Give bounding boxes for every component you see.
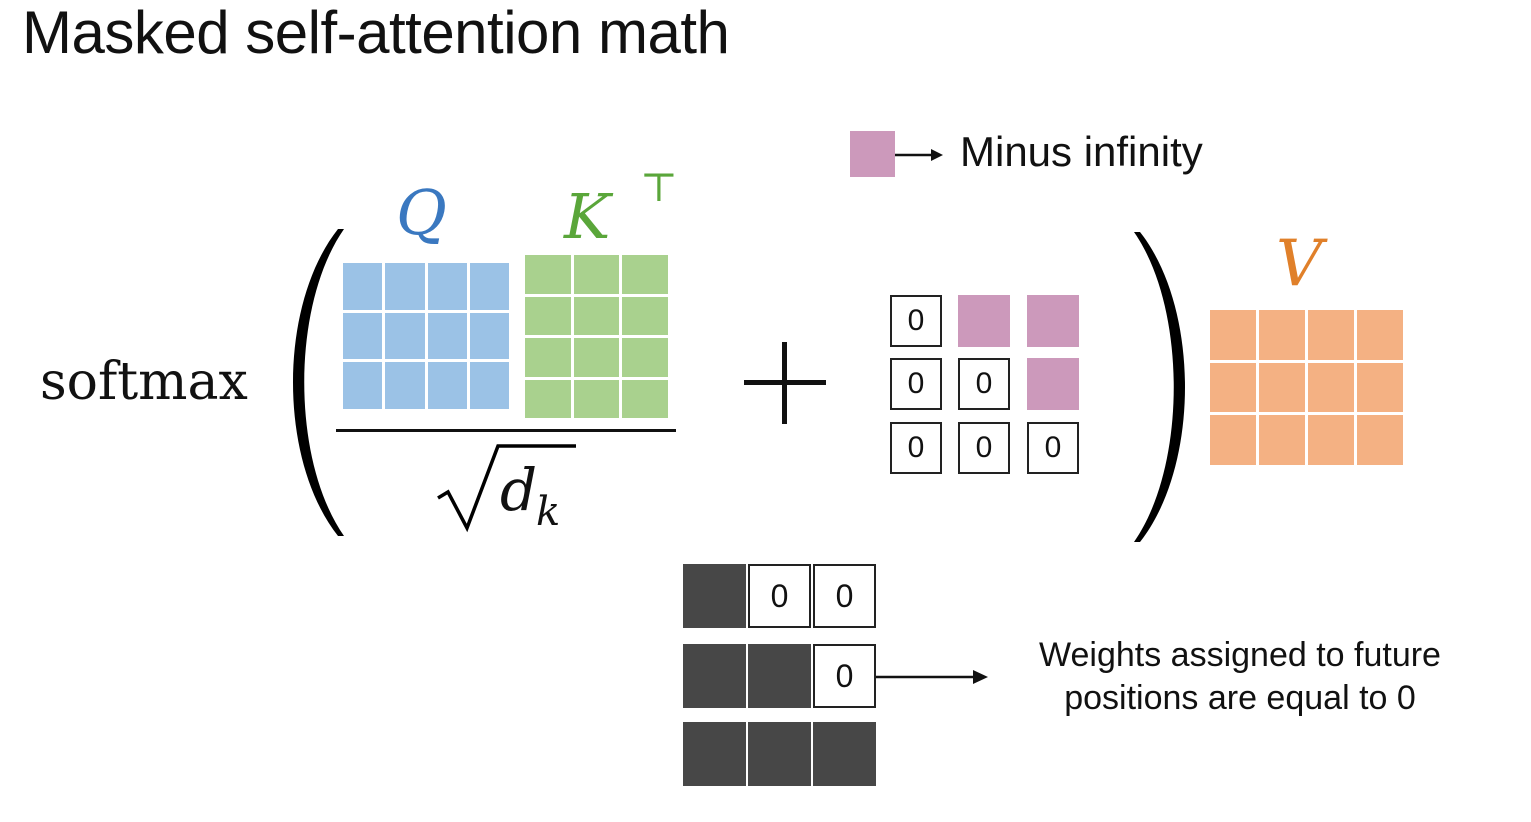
weight-filled-cell: [683, 644, 746, 708]
plus-sign: [744, 342, 826, 424]
minus-infinity-swatch: [850, 131, 895, 177]
v-matrix-cell: [1259, 415, 1305, 465]
weight-zero-cell: 0: [813, 564, 876, 628]
weight-filled-cell: [683, 722, 746, 786]
k-transpose-matrix-cell: [622, 338, 668, 377]
legend-arrow-icon: [895, 149, 943, 161]
k-transpose-matrix-cell: [525, 379, 571, 418]
q-matrix-cell: [343, 362, 383, 409]
mask-minus-infinity-cell: [1027, 358, 1079, 410]
q-matrix-cell: [469, 362, 509, 409]
q-matrix-cell: [427, 312, 467, 360]
mask-zero-cell: 0: [958, 358, 1010, 410]
v-matrix-cell: [1210, 310, 1256, 360]
v-matrix-cell: [1259, 362, 1305, 413]
mask-zero-cell: 0: [958, 422, 1010, 474]
q-matrix-cell: [469, 263, 509, 310]
k-transpose-matrix-cell: [525, 338, 571, 377]
v-matrix-cell: [1210, 362, 1256, 413]
softmax-label: softmax: [40, 352, 248, 412]
k-transpose-superscript: ⊤: [640, 165, 678, 211]
k-transpose-matrix-cell: [573, 255, 620, 294]
weight-filled-cell: [748, 722, 811, 786]
q-matrix-cell: [427, 362, 467, 409]
weight-zero-cell: 0: [813, 644, 876, 708]
q-matrix-cell: [469, 312, 509, 360]
v-matrix-cell: [1308, 310, 1354, 360]
q-matrix: [343, 263, 509, 409]
k-transpose-matrix-cell: [525, 296, 571, 335]
square-root-sign: [437, 444, 576, 533]
denominator-d: d: [500, 456, 538, 524]
q-matrix-cell: [343, 312, 383, 360]
v-matrix-cell: [1210, 415, 1256, 465]
v-matrix-cell: [1308, 362, 1354, 413]
q-matrix-cell: [385, 263, 425, 310]
q-matrix-cell: [385, 362, 425, 409]
fraction-bar: [336, 429, 676, 432]
weight-filled-cell: [813, 722, 876, 786]
q-matrix-cell: [343, 263, 383, 310]
left-parenthesis: [293, 229, 344, 536]
annotation-line-1: Weights assigned to future: [1039, 636, 1441, 674]
mask-zero-cell: 0: [890, 422, 942, 474]
k-transpose-matrix-cell: [622, 296, 668, 335]
weight-filled-cell: [683, 564, 746, 628]
annotation-text: Weights assigned to future positions are…: [1005, 634, 1475, 720]
mask-zero-cell: 0: [890, 358, 942, 410]
v-label: V: [1276, 227, 1323, 301]
k-transpose-matrix-cell: [622, 379, 668, 418]
weight-filled-cell: [748, 644, 811, 708]
v-matrix: [1210, 310, 1403, 465]
annotation-line-2: positions are equal to 0: [1064, 679, 1416, 717]
k-transpose-matrix-cell: [622, 255, 668, 294]
mask-zero-cell: 0: [890, 295, 942, 347]
v-matrix-cell: [1357, 310, 1403, 360]
k-transpose-matrix-cell: [525, 255, 571, 294]
minus-infinity-label: Minus infinity: [960, 128, 1203, 175]
q-matrix-cell: [427, 263, 467, 310]
mask-minus-infinity-cell: [958, 295, 1010, 347]
k-transpose-matrix-cell: [573, 296, 620, 335]
k-transpose-matrix: [525, 255, 668, 418]
weight-zero-cell: 0: [748, 564, 811, 628]
annotation-arrow-icon: [876, 670, 988, 684]
v-matrix-cell: [1259, 310, 1305, 360]
q-label: Q: [396, 176, 447, 249]
k-transpose-matrix-cell: [573, 338, 620, 377]
mask-minus-infinity-cell: [1027, 295, 1079, 347]
k-label: K: [564, 180, 611, 253]
right-parenthesis: [1134, 232, 1185, 542]
denominator-subscript-k: k: [536, 489, 561, 535]
v-matrix-cell: [1308, 415, 1354, 465]
q-matrix-cell: [385, 312, 425, 360]
k-transpose-matrix-cell: [573, 379, 620, 418]
v-matrix-cell: [1357, 415, 1403, 465]
mask-zero-cell: 0: [1027, 422, 1079, 474]
v-matrix-cell: [1357, 362, 1403, 413]
slide-title: Masked self-attention math: [22, 0, 730, 66]
